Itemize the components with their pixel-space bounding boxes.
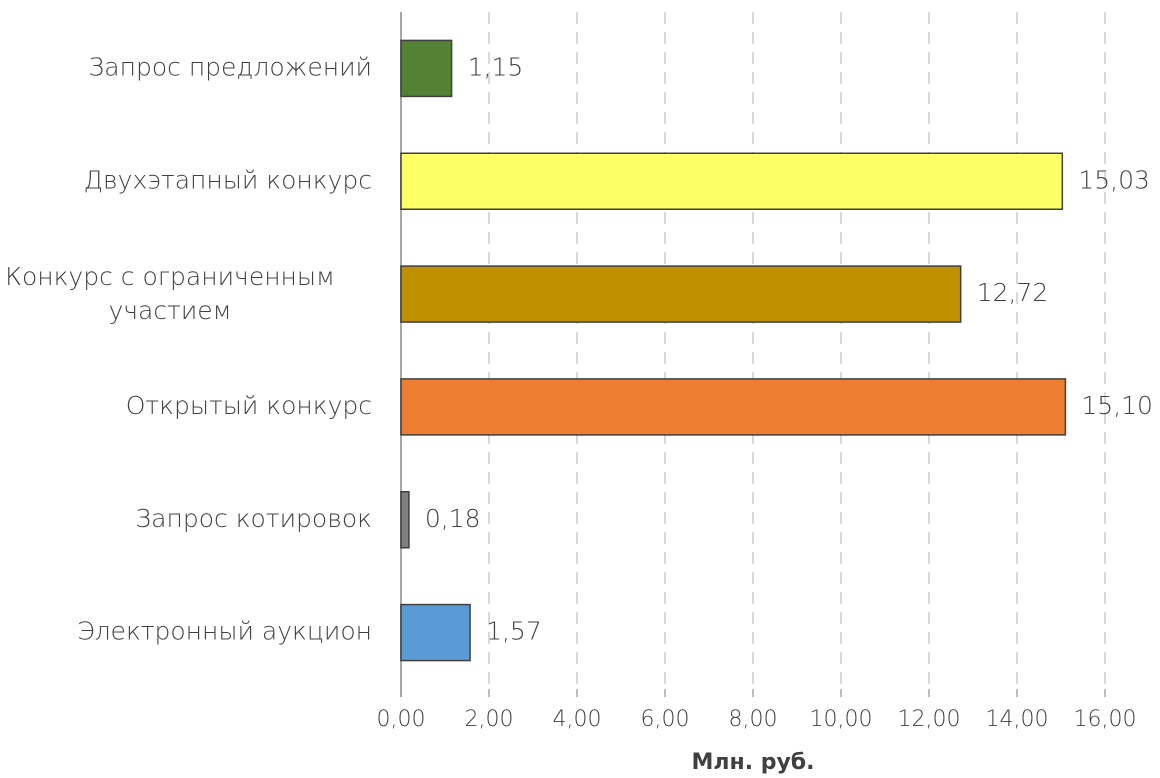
x-axis-title: Млн. руб. bbox=[691, 750, 814, 775]
y-tick-label: Запрос предложений bbox=[88, 52, 372, 81]
bar bbox=[400, 152, 1064, 210]
value-label: 0,18 bbox=[425, 504, 481, 533]
x-tick-label: 14,00 bbox=[986, 707, 1049, 732]
bar bbox=[400, 265, 962, 323]
value-label: 1,15 bbox=[468, 52, 524, 81]
x-tick-label: 6,00 bbox=[641, 707, 690, 732]
value-label: 15,03 bbox=[1078, 165, 1150, 194]
value-label: 12,72 bbox=[977, 278, 1049, 307]
x-tick-label: 8,00 bbox=[729, 707, 778, 732]
x-tick-label: 0,00 bbox=[377, 707, 426, 732]
x-tick-label: 16,00 bbox=[1074, 707, 1137, 732]
y-tick-label: Электронный аукцион bbox=[77, 617, 372, 646]
value-label: 1,57 bbox=[486, 617, 542, 646]
y-tick-label: Запрос котировок bbox=[135, 504, 372, 533]
x-tick-label: 12,00 bbox=[898, 707, 961, 732]
value-label: 15,10 bbox=[1081, 391, 1153, 420]
y-tick-label: Открытый конкурс bbox=[126, 391, 372, 420]
x-tick-label: 2,00 bbox=[465, 707, 514, 732]
x-tick-label: 10,00 bbox=[810, 707, 873, 732]
bar bbox=[400, 603, 471, 662]
bar bbox=[400, 378, 1067, 436]
y-tick-label: Конкурс с ограниченным участием bbox=[5, 262, 335, 325]
x-tick-label: 4,00 bbox=[553, 707, 602, 732]
bar bbox=[400, 39, 453, 98]
bar bbox=[400, 491, 410, 549]
y-tick-label: Двухэтапный конкурс bbox=[84, 165, 372, 194]
